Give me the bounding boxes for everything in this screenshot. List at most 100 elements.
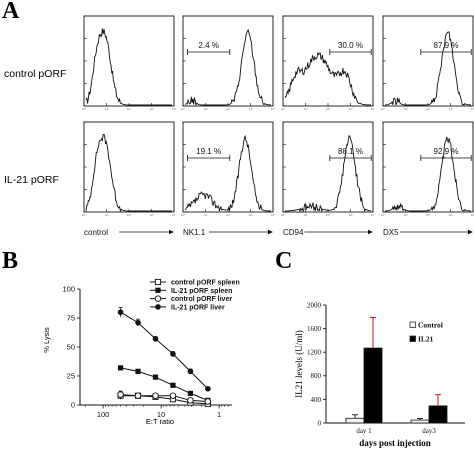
- legend-swatch: [409, 335, 416, 342]
- series-line-il-21-porf-spleen: [120, 367, 209, 401]
- panel-b: B % Lysis E:T ratio 0 25 50 75 100 100 10 1 con…: [2, 248, 240, 426]
- data-point-control-porf-liver-4: [187, 397, 194, 404]
- histogram-x-label-dx5: DX5: [383, 228, 473, 237]
- x-tick-label: 10¹: [403, 213, 407, 217]
- legend-label: IL21: [418, 335, 434, 344]
- x-label-arrowhead: [468, 229, 473, 235]
- histogram-frame: [83, 15, 175, 107]
- legend-item-il-21-porf-liver: IL-21 pORF liver: [150, 304, 225, 311]
- histogram-control-porf-nk1-1: 10⁰ 10¹ 10² 10³ 10⁴: [181, 15, 276, 111]
- x-tick-label-100: 100: [97, 410, 110, 419]
- x-tick-label-1: 1: [217, 410, 221, 419]
- x-tick-label: 10⁴: [271, 107, 276, 111]
- gate-il-21-porf-dx5: 92.9 %: [420, 147, 472, 161]
- x-tick-label: 10¹: [104, 107, 108, 111]
- x-tick-label: 10⁰: [381, 213, 386, 217]
- x-tick-label: 10²: [127, 213, 131, 217]
- panel-c-y-axis-title: IL21 levels (U/ml): [294, 330, 304, 397]
- gate-label-92-9: 92.9 %: [434, 147, 459, 156]
- y-tick-label-800: 800: [311, 372, 322, 380]
- x-tick-label: 10⁰: [181, 213, 186, 217]
- x-tick-label: 10³: [248, 107, 252, 111]
- gate-label-2-4: 2.4 %: [198, 41, 218, 50]
- histogram-il-21-porf-cd94: 10⁰ 10¹ 10² 10³ 10⁴: [281, 121, 376, 217]
- gate-label-30-0: 30.0 %: [338, 41, 363, 50]
- data-point-il-21-porf-spleen-1: [135, 368, 141, 374]
- x-tick-label: 10³: [448, 107, 452, 111]
- gate-control-porf-cd94: 30.0 %: [329, 41, 372, 55]
- legend-marker: [154, 278, 162, 286]
- legend-item-control: Control: [409, 321, 443, 330]
- row-label-control-porf: control pORF: [4, 68, 66, 80]
- x-tick-label: 10²: [127, 107, 131, 111]
- x-label-arrowhead: [268, 229, 273, 235]
- data-point-il-21-porf-spleen-2: [152, 374, 159, 380]
- panel-b-letter: B: [2, 248, 18, 274]
- histogram-curve: [284, 134, 372, 213]
- x-label-arrowhead: [368, 229, 373, 235]
- series-il-21-porf-spleen: [117, 365, 211, 403]
- panel-a: A control pORF IL-21 pORF 10⁰ 10¹ 10² 10³ 10…: [2, 0, 474, 237]
- x-tick-label: 10¹: [203, 107, 207, 111]
- gate-control-porf-dx5: 87.9 %: [420, 41, 472, 55]
- histogram-x-label-control: control: [84, 228, 174, 237]
- x-tick-label-day-1: day 1: [356, 427, 372, 435]
- x-tick-label: 10⁴: [471, 107, 474, 111]
- legend-item-control-porf-spleen: control pORF spleen: [150, 278, 240, 287]
- legend-marker: [155, 304, 161, 310]
- series-il-21-porf-liver: [117, 307, 211, 392]
- x-tick-label: 10²: [426, 107, 430, 111]
- legend-marker: [155, 287, 161, 293]
- data-point-il-21-porf-liver-1: [135, 319, 141, 326]
- x-tick-label: 10³: [348, 213, 352, 217]
- gate-il-21-porf-nk1-1: 19.1 %: [187, 147, 231, 161]
- row-label-il21-porf: IL-21 pORF: [4, 174, 59, 186]
- data-point-il-21-porf-spleen-0: [117, 365, 124, 371]
- histogram-curve: [184, 134, 271, 212]
- legend-item-control-porf-liver: control pORF liver: [150, 295, 232, 303]
- y-tick-label-25: 25: [67, 372, 75, 381]
- panel-c-x-axis-title: days post injection: [359, 438, 431, 448]
- bar-rect: [410, 419, 430, 424]
- series-line-control-porf-spleen: [120, 395, 208, 405]
- x-tick-label: 10⁰: [281, 107, 286, 111]
- data-point-control-porf-liver-3: [169, 392, 177, 399]
- x-tick-label: 10³: [448, 213, 452, 217]
- histogram-curve: [384, 31, 472, 106]
- gate-control-porf-nk1-1: 2.4 %: [187, 41, 231, 55]
- x-tick-label: 10⁰: [281, 213, 286, 217]
- panel-c-axes: 0 400 800 1200 1600 2000 day 1 day3: [307, 301, 465, 435]
- y-tick-label-2000: 2000: [307, 301, 322, 309]
- x-tick-label: 10¹: [303, 107, 307, 111]
- histogram-grid: 10⁰ 10¹ 10² 10³ 10⁴ 10⁰ 10¹ 10² 10³ 10⁴ 10⁰ 10¹ 10² 1…: [82, 15, 474, 217]
- x-tick-label-10: 10: [157, 410, 165, 419]
- panel-b-x-axis-title: E:T ratio: [146, 417, 174, 426]
- panel-b-series: [117, 307, 212, 407]
- data-point-control-porf-liver-5: [204, 398, 212, 405]
- data-point-control-porf-liver-0: [117, 391, 124, 398]
- histogram-il-21-porf-nk1-1: 10⁰ 10¹ 10² 10³ 10⁴: [181, 121, 276, 217]
- histogram-frame: [282, 121, 374, 213]
- x-tick-label: 10¹: [303, 213, 307, 217]
- x-tick-label: 10⁴: [271, 213, 276, 217]
- x-tick-label: 10⁴: [172, 107, 177, 111]
- bar-rect: [428, 405, 448, 424]
- panel-c-bars: [345, 316, 448, 424]
- x-tick-label: 10²: [326, 213, 330, 217]
- x-label-arrowhead: [169, 229, 174, 235]
- x-tick-label: 10⁴: [471, 213, 474, 217]
- panel-b-y-axis-title: % Lysis: [42, 327, 51, 353]
- histogram-x-label-cd94: CD94: [283, 228, 373, 237]
- x-tick-label: 10²: [426, 213, 430, 217]
- histogram-curve: [184, 29, 272, 107]
- y-tick-label-100: 100: [62, 285, 75, 294]
- panel-c-legend: Control IL21: [409, 321, 443, 344]
- histogram-curve: [85, 28, 172, 106]
- x-tick-label-day3: day3: [422, 427, 436, 435]
- histogram-frame: [282, 15, 374, 107]
- histogram-x-labels: control NK1.1 CD94 DX5: [84, 228, 473, 237]
- data-point-il-21-porf-liver-0: [117, 309, 124, 316]
- legend-label: control pORF spleen: [171, 280, 240, 287]
- histogram-curve: [384, 136, 472, 212]
